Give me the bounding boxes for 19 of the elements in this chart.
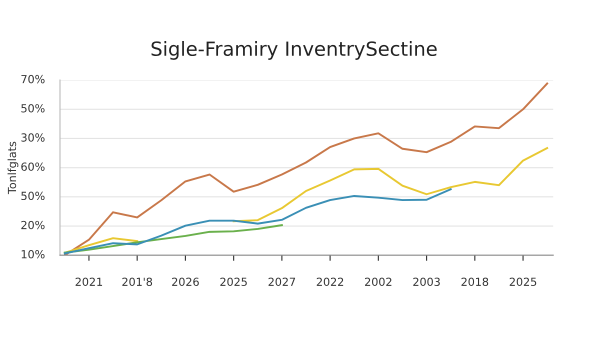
x-tick-label: 2022 <box>316 278 344 286</box>
x-tick-label: 2021 <box>76 278 102 286</box>
text: 50% <box>21 192 45 200</box>
text: 30% <box>21 133 45 142</box>
x-tick-label: 2027 <box>268 278 296 286</box>
text: 70% <box>21 74 45 84</box>
text: 20% <box>21 220 45 230</box>
x-tick-label: 2018 <box>461 278 488 286</box>
x-tick-label: 201'8 <box>122 278 152 286</box>
text: 50% <box>21 104 45 113</box>
chart-title: Sigle-Framiry InventrySectine <box>152 40 437 60</box>
text: 60% <box>21 162 45 171</box>
x-tick-label: 2025 <box>510 278 536 286</box>
x-tick-label: 2003 <box>413 278 440 286</box>
text: 10% <box>22 250 45 258</box>
x-tick-label: 2026 <box>172 278 199 286</box>
x-tick-label: 2002 <box>365 278 392 286</box>
x-tick-label: 2025 <box>220 278 247 286</box>
y-axis-title: Tonlfglats <box>8 142 18 194</box>
